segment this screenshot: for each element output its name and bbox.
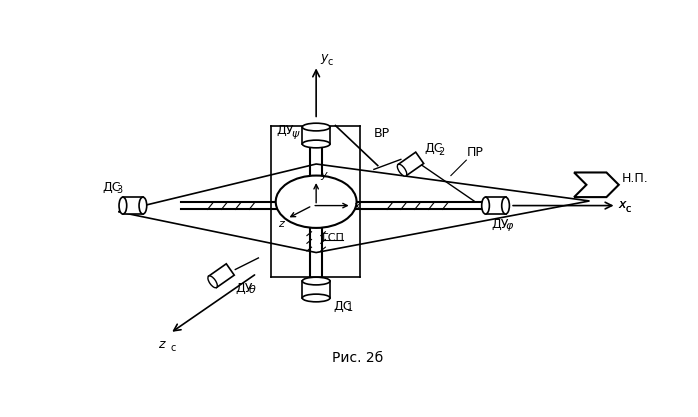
Text: z: z	[278, 219, 284, 229]
Text: ψ: ψ	[292, 129, 299, 139]
Text: Рис. 2б: Рис. 2б	[332, 351, 383, 365]
Text: ГСП: ГСП	[322, 233, 346, 243]
Text: z: z	[158, 338, 165, 351]
Ellipse shape	[482, 197, 489, 214]
Text: φ: φ	[505, 221, 513, 231]
Text: с: с	[625, 203, 631, 214]
Ellipse shape	[302, 277, 330, 285]
Ellipse shape	[119, 197, 127, 214]
Ellipse shape	[302, 294, 330, 302]
Ellipse shape	[302, 140, 330, 148]
Polygon shape	[302, 281, 330, 298]
Text: ДУ: ДУ	[276, 124, 293, 137]
Text: с: с	[625, 203, 631, 214]
Text: ДУ: ДУ	[235, 282, 253, 295]
Polygon shape	[123, 197, 143, 214]
Text: ВР: ВР	[374, 127, 390, 140]
Text: ДС: ДС	[424, 142, 443, 155]
Text: y: y	[321, 51, 328, 64]
Text: 2: 2	[438, 147, 445, 157]
Ellipse shape	[302, 123, 330, 131]
Text: 3: 3	[117, 185, 123, 195]
Text: ДС: ДС	[333, 299, 352, 312]
Text: 1: 1	[347, 303, 353, 313]
Text: Н.П.: Н.П.	[622, 172, 648, 185]
Text: с: с	[327, 57, 333, 67]
Ellipse shape	[502, 197, 510, 214]
Text: y: y	[320, 170, 327, 180]
Text: ПР: ПР	[466, 146, 483, 159]
Ellipse shape	[208, 276, 217, 288]
Text: x: x	[618, 198, 626, 211]
Ellipse shape	[139, 197, 147, 214]
Polygon shape	[398, 152, 424, 176]
Text: θ: θ	[249, 285, 256, 295]
Ellipse shape	[397, 164, 407, 176]
Text: x: x	[353, 201, 359, 211]
Polygon shape	[302, 127, 330, 144]
Polygon shape	[486, 197, 505, 214]
Text: x: x	[618, 198, 626, 211]
Text: ДУ: ДУ	[491, 218, 509, 231]
Polygon shape	[574, 173, 618, 197]
Polygon shape	[209, 264, 235, 287]
Text: с: с	[170, 343, 176, 353]
Ellipse shape	[276, 176, 357, 228]
Text: ДС: ДС	[103, 181, 121, 193]
